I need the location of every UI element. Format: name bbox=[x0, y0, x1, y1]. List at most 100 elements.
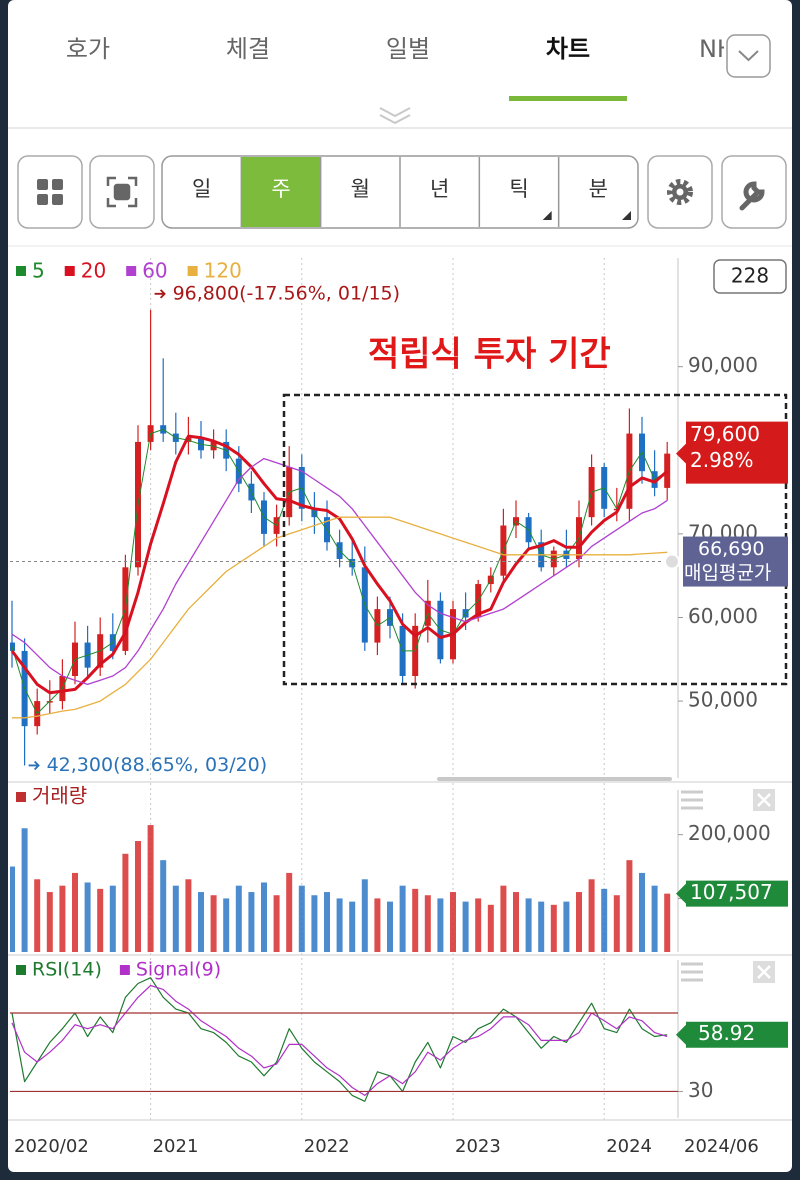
volume-bar bbox=[500, 885, 507, 952]
volume-bar bbox=[349, 901, 356, 952]
price-tag-change: 2.98% bbox=[690, 448, 754, 472]
tools-button[interactable] bbox=[721, 155, 787, 229]
volume-bar bbox=[361, 879, 368, 952]
volume-bar bbox=[286, 872, 293, 952]
legend-swatch bbox=[119, 965, 130, 975]
legend-label: RSI(14) bbox=[32, 959, 102, 981]
volume-bar bbox=[261, 882, 267, 952]
volume-bar bbox=[235, 885, 242, 952]
y-tick-label: 50,000 bbox=[688, 688, 758, 712]
panel-menu-icon[interactable] bbox=[681, 790, 703, 810]
legend-swatch bbox=[187, 266, 198, 276]
legend-swatch bbox=[126, 266, 137, 276]
count-badge[interactable] bbox=[713, 259, 787, 294]
volume-bar bbox=[399, 885, 406, 952]
x-tick-label: 2023 bbox=[455, 1136, 501, 1157]
moving-average-line bbox=[12, 516, 668, 719]
segment-label[interactable]: 틱 bbox=[509, 177, 528, 201]
volume-bar bbox=[210, 895, 217, 952]
y-tick-label: 30 bbox=[688, 1078, 713, 1102]
annotation-label: 42,300(88.65%, 03/20) bbox=[47, 754, 268, 776]
tab-label[interactable]: 체결 bbox=[226, 35, 270, 63]
count-badge-label: 228 bbox=[731, 264, 769, 288]
indicator-line bbox=[11, 984, 668, 1096]
highlight-box bbox=[282, 393, 788, 686]
panel-close-cross bbox=[757, 965, 771, 979]
volume-bar bbox=[374, 898, 381, 952]
legend-label: 5 bbox=[32, 259, 45, 283]
x-tick-label: 2024/06 bbox=[684, 1136, 759, 1157]
moving-average-line bbox=[11, 428, 668, 715]
price-tag bbox=[676, 421, 788, 484]
indicator-line bbox=[11, 977, 668, 1102]
dropdown-icon bbox=[738, 50, 759, 62]
y-tick-label: 90,000 bbox=[688, 353, 758, 377]
segment-label[interactable]: 분 bbox=[589, 177, 608, 201]
volume-bar bbox=[21, 828, 28, 952]
volume-bar bbox=[10, 866, 15, 952]
submenu-indicator bbox=[622, 211, 631, 220]
legend-label: 거래량 bbox=[32, 784, 87, 808]
volume-bar bbox=[412, 888, 419, 952]
wrench-icon bbox=[739, 181, 765, 211]
volume-bar bbox=[651, 885, 658, 952]
volume-bar bbox=[248, 892, 255, 952]
moving-average-line bbox=[10, 434, 669, 695]
tab-label[interactable]: 호가 bbox=[66, 35, 110, 63]
segment-active[interactable] bbox=[241, 157, 321, 227]
legend-label: 120 bbox=[204, 259, 242, 283]
legend-swatch bbox=[16, 792, 26, 802]
volume-bar bbox=[538, 901, 545, 952]
volume-bar bbox=[273, 895, 280, 952]
x-tick-label: 2022 bbox=[304, 1136, 350, 1157]
volume-bar bbox=[72, 872, 78, 952]
annotation-arrow bbox=[154, 289, 166, 299]
chart-title: 적립식 투자 기간 bbox=[368, 335, 611, 375]
volume-bar bbox=[198, 892, 204, 952]
tab-label[interactable]: 차트 bbox=[546, 35, 590, 63]
volume-bar bbox=[160, 860, 167, 952]
candle-body bbox=[664, 453, 671, 488]
rsi-tag-value: 58.92 bbox=[698, 1021, 755, 1045]
volume-bar bbox=[576, 892, 582, 952]
volume-bar bbox=[475, 898, 482, 952]
segment-label[interactable]: 월 bbox=[351, 177, 370, 201]
volume-bar bbox=[223, 898, 230, 952]
fullscreen-icon bbox=[106, 176, 138, 208]
tab-label[interactable]: NH디 bbox=[699, 35, 757, 63]
moving-average-line bbox=[11, 457, 668, 686]
legend-label: 20 bbox=[81, 259, 106, 283]
volume-bar bbox=[462, 901, 469, 952]
average-marker bbox=[664, 553, 680, 570]
tab-list: 호가 체결 일별 차트 NH디 bbox=[66, 35, 757, 63]
segment-label[interactable]: 일 bbox=[192, 177, 211, 201]
plot bbox=[10, 258, 671, 1120]
volume-bar bbox=[639, 872, 645, 952]
dropdown-button[interactable] bbox=[726, 34, 771, 78]
legend-label: 60 bbox=[142, 259, 167, 283]
segment-label[interactable]: 년 bbox=[430, 177, 449, 201]
segment-label[interactable]: 주 bbox=[271, 177, 290, 201]
legend-swatch bbox=[16, 266, 26, 276]
volume-bar bbox=[437, 898, 444, 952]
volume-bar bbox=[513, 892, 519, 952]
panel-menu-icon[interactable] bbox=[681, 962, 703, 982]
price-tag-value: 79,600 bbox=[690, 422, 760, 446]
legend-swatch bbox=[16, 965, 26, 975]
legend-label: Signal(9) bbox=[136, 959, 221, 981]
expand-icon[interactable] bbox=[379, 107, 411, 125]
app-surface bbox=[8, 0, 792, 1172]
volume-tag-value: 107,507 bbox=[690, 880, 773, 904]
volume-bar bbox=[84, 882, 91, 952]
tab-bar: 호가 체결 일별 차트 NH디 bbox=[66, 35, 757, 101]
volume-bar bbox=[59, 885, 66, 952]
scrollbar[interactable] bbox=[437, 777, 672, 781]
layout-button[interactable] bbox=[17, 155, 83, 229]
volume-bar bbox=[525, 898, 532, 952]
tab-label[interactable]: 일별 bbox=[386, 35, 430, 63]
tab-indicator bbox=[509, 96, 627, 101]
volume-bar bbox=[613, 895, 620, 952]
volume-tag bbox=[676, 880, 788, 907]
